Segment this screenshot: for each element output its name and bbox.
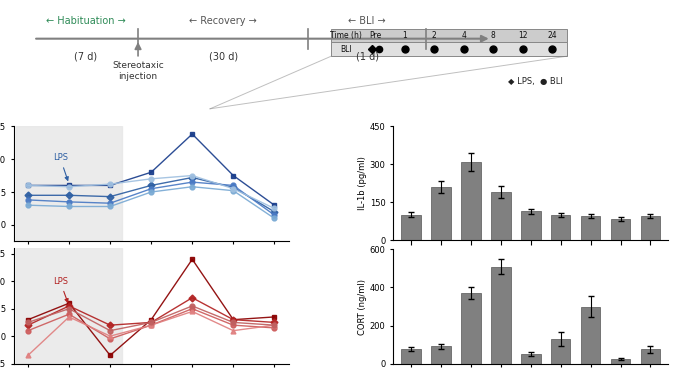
Bar — [551, 215, 570, 240]
Bar — [491, 192, 511, 240]
Bar — [611, 219, 630, 240]
Bar — [16, 126, 123, 242]
Text: LPS: LPS — [53, 277, 68, 302]
Bar — [521, 354, 541, 364]
Text: Time (h): Time (h) — [330, 31, 362, 40]
Text: (1 d): (1 d) — [356, 51, 379, 61]
Text: LPS: LPS — [53, 153, 68, 180]
Text: ← Recovery →: ← Recovery → — [190, 16, 257, 26]
Bar — [551, 339, 570, 364]
Text: (7 d): (7 d) — [74, 51, 98, 61]
Text: BLI: BLI — [340, 45, 352, 54]
Text: 24: 24 — [548, 31, 557, 40]
Text: 1: 1 — [402, 31, 407, 40]
Bar — [521, 211, 541, 240]
Bar — [402, 215, 421, 240]
Text: 8: 8 — [491, 31, 496, 40]
Y-axis label: CORT (ng/ml): CORT (ng/ml) — [358, 279, 367, 335]
Bar — [640, 349, 660, 364]
Bar — [331, 29, 567, 42]
Text: (30 d): (30 d) — [209, 51, 238, 61]
Text: 2: 2 — [432, 31, 436, 40]
Text: Pre: Pre — [369, 31, 381, 40]
Bar — [16, 248, 123, 364]
Text: 12: 12 — [518, 31, 527, 40]
Text: ← Habituation →: ← Habituation → — [46, 16, 125, 26]
Bar — [581, 216, 600, 240]
Bar — [461, 162, 481, 240]
Bar — [640, 216, 660, 240]
Bar — [491, 266, 511, 364]
Bar — [581, 306, 600, 364]
Bar — [331, 42, 567, 56]
Bar — [461, 293, 481, 364]
Y-axis label: IL-1b (pg/ml): IL-1b (pg/ml) — [358, 156, 367, 210]
Text: ◆ LPS,  ● BLI: ◆ LPS, ● BLI — [508, 77, 563, 86]
Bar — [432, 347, 451, 364]
Bar — [432, 187, 451, 240]
Bar — [611, 359, 630, 364]
Text: ← BLI →: ← BLI → — [349, 16, 386, 26]
Text: 4: 4 — [461, 31, 466, 40]
Text: Stereotaxic
injection: Stereotaxic injection — [112, 61, 164, 81]
Bar — [402, 349, 421, 364]
